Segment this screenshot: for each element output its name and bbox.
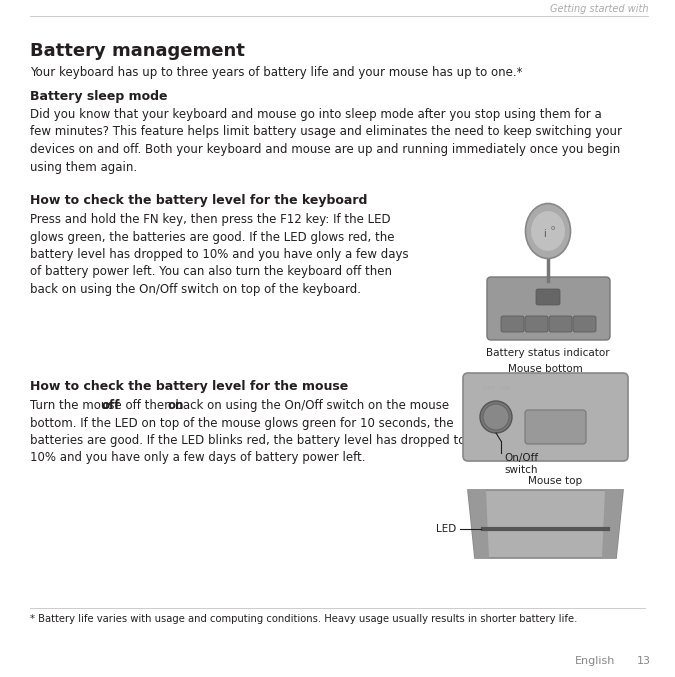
- Text: Battery status indicator: Battery status indicator: [486, 348, 610, 358]
- Text: 13: 13: [637, 656, 651, 666]
- Text: Mouse top: Mouse top: [528, 476, 582, 486]
- Text: Battery management: Battery management: [30, 42, 245, 60]
- Ellipse shape: [480, 401, 512, 433]
- Ellipse shape: [531, 211, 566, 251]
- Ellipse shape: [483, 404, 509, 430]
- Text: Turn the mouse off then back on using the On/Off switch on the mouse
bottom. If : Turn the mouse off then back on using th…: [30, 399, 465, 464]
- Text: * Battery life varies with usage and computing conditions. Heavy usage usually r: * Battery life varies with usage and com…: [30, 614, 577, 624]
- FancyBboxPatch shape: [525, 316, 548, 332]
- FancyBboxPatch shape: [463, 373, 628, 461]
- Text: Press and hold the FN key, then press the F12 key: If the LED
glows green, the b: Press and hold the FN key, then press th…: [30, 213, 408, 296]
- Text: off: off: [101, 399, 119, 412]
- Polygon shape: [602, 490, 623, 558]
- Text: LED: LED: [436, 524, 456, 534]
- Text: Did you know that your keyboard and mouse go into sleep mode after you stop usin: Did you know that your keyboard and mous…: [30, 108, 622, 173]
- Polygon shape: [468, 490, 623, 558]
- Text: On/Off
switch: On/Off switch: [504, 453, 538, 475]
- FancyBboxPatch shape: [549, 316, 572, 332]
- Text: o: o: [551, 225, 555, 231]
- FancyBboxPatch shape: [536, 289, 560, 305]
- FancyBboxPatch shape: [487, 277, 610, 340]
- FancyBboxPatch shape: [573, 316, 596, 332]
- Text: How to check the battery level for the keyboard: How to check the battery level for the k…: [30, 194, 367, 207]
- Text: Battery sleep mode: Battery sleep mode: [30, 90, 167, 103]
- Polygon shape: [468, 490, 489, 558]
- Text: on: on: [168, 399, 184, 412]
- Ellipse shape: [526, 204, 570, 259]
- Text: English: English: [575, 656, 616, 666]
- Text: How to check the battery level for the mouse: How to check the battery level for the m…: [30, 380, 348, 393]
- Text: Mouse bottom: Mouse bottom: [508, 364, 583, 374]
- Text: i: i: [543, 229, 546, 239]
- Text: Getting started with: Getting started with: [549, 4, 648, 14]
- Text: OFF  ON: OFF ON: [483, 386, 509, 391]
- FancyBboxPatch shape: [501, 316, 524, 332]
- Text: Your keyboard has up to three years of battery life and your mouse has up to one: Your keyboard has up to three years of b…: [30, 66, 522, 79]
- FancyBboxPatch shape: [525, 410, 586, 444]
